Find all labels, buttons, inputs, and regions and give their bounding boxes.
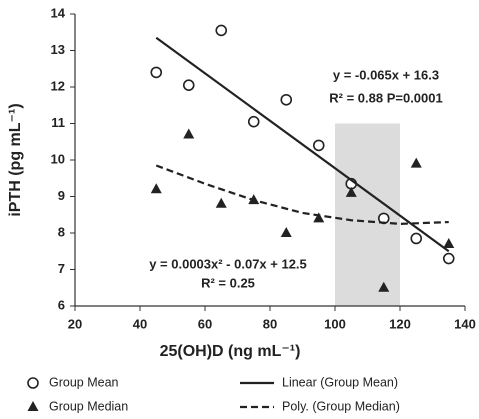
point <box>410 232 423 245</box>
point <box>378 281 390 292</box>
x-tick-label: 100 <box>324 316 346 331</box>
point <box>280 93 293 106</box>
legend-swatch <box>27 401 39 411</box>
x-tick-label: 140 <box>454 316 476 331</box>
point <box>312 139 325 152</box>
legend-label: Group Mean <box>49 375 119 389</box>
y-tick-label: 11 <box>51 115 65 130</box>
point <box>215 24 228 37</box>
point <box>410 157 422 168</box>
y-axis-title: iPTH (pg mL⁻¹) <box>7 103 24 216</box>
annotation: y = 0.0003x² - 0.07x + 12.5 <box>149 256 307 271</box>
point <box>443 237 455 248</box>
point <box>345 186 357 197</box>
trendline <box>155 36 450 253</box>
y-tick-label: 14 <box>51 5 66 20</box>
point <box>150 183 162 194</box>
point <box>247 115 260 128</box>
point <box>313 212 325 223</box>
point <box>182 79 195 91</box>
x-axis-title: 25(OH)D (ng mL⁻¹) <box>160 343 301 360</box>
legend-label: Group Median <box>49 399 128 413</box>
annotation: R² = 0.25 <box>201 275 255 290</box>
trendline <box>155 164 449 225</box>
y-tick-label: 10 <box>51 151 65 166</box>
legend-label: Poly. (Group Median) <box>282 399 400 413</box>
annotation: y = -0.065x + 16.3 <box>333 67 439 82</box>
legend-swatch <box>27 377 39 389</box>
legend: Group Mean Group Median Linear (Group Mean… <box>27 375 400 413</box>
y-tick-label: 7 <box>58 261 65 276</box>
point <box>280 227 292 237</box>
y-tick-label: 8 <box>58 224 65 239</box>
x-tick-label: 40 <box>133 316 147 331</box>
point <box>183 128 195 139</box>
shaded-region <box>335 123 400 306</box>
annotation: R² = 0.88 P=0.0001 <box>329 90 442 105</box>
x-tick-label: 60 <box>198 316 212 331</box>
point <box>442 252 455 265</box>
y-tick-label: 9 <box>58 188 65 203</box>
x-tick-label: 80 <box>263 316 277 331</box>
legend-label: Linear (Group Mean) <box>282 375 398 389</box>
y-tick-label: 6 <box>58 297 65 312</box>
x-tick-label: 120 <box>389 316 411 331</box>
y-tick-label: 13 <box>51 42 65 57</box>
point <box>150 66 163 79</box>
y-tick-label: 12 <box>51 78 65 93</box>
x-tick-label: 20 <box>68 316 82 331</box>
point <box>215 197 227 208</box>
